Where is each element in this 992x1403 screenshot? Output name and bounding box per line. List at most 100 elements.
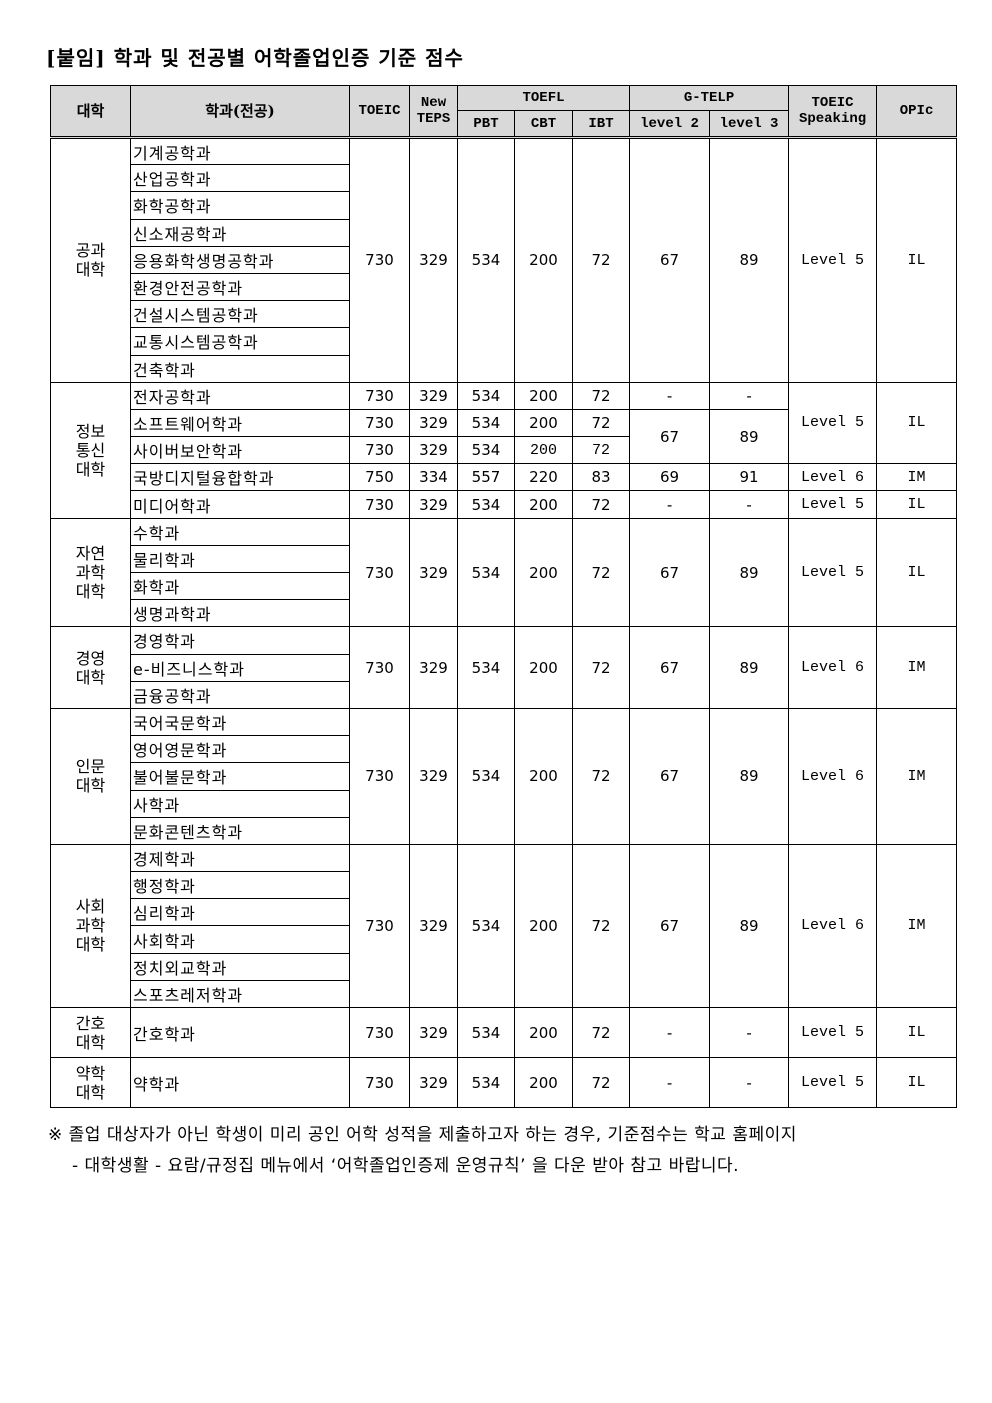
dept-cell: 국방디지털융합학과	[130, 463, 350, 492]
new-teps-score-cell: 329	[409, 626, 458, 709]
dept-cell: 응용화학생명공학과	[130, 245, 350, 274]
dept-cell: 경제학과	[130, 843, 350, 873]
dept-cell: 생명과학과	[130, 599, 350, 628]
dept-cell: 영어영문학과	[130, 735, 350, 764]
toefl-cbt-score-cell: 200	[514, 490, 573, 519]
toefl-ibt-score-cell: 83	[571, 463, 631, 492]
opic-score-cell: IM	[876, 463, 958, 492]
header-gtelp: G-TELP	[629, 85, 790, 111]
gtelp-level2-score-cell: 67	[629, 843, 711, 1009]
new-teps-score-cell: 329	[409, 490, 458, 519]
gtelp-level2-score-cell: 69	[629, 463, 711, 492]
toefl-cbt-score-cell: 200	[514, 843, 573, 1009]
dept-cell: 사이버보안학과	[130, 436, 350, 465]
gtelp-level3-score-cell: 89	[709, 707, 790, 845]
opic-score-cell: IL	[876, 381, 958, 465]
toefl-ibt-score-cell: 72	[571, 1057, 631, 1108]
gtelp-level3-score-cell: -	[709, 1007, 790, 1058]
table-row: 국방디지털융합학과 750 334 557 220 83 69 91 Level 6 IM	[51, 463, 958, 492]
toefl-ibt-score-cell: 72	[571, 490, 631, 519]
dept-cell: 정치외교학과	[130, 952, 350, 981]
score-table: 대학 학과(전공) TOEIC New TEPS TOEFL G-TELP TO…	[50, 85, 958, 1108]
dept-cell: 스포츠레저학과	[130, 979, 350, 1009]
toefl-ibt-score-cell: 72	[571, 517, 631, 628]
header-level2: level 2	[629, 110, 711, 139]
opic-score-cell: IM	[876, 626, 958, 709]
gtelp-level2-score-cell: 67	[629, 137, 711, 383]
dept-cell: 소프트웨어학과	[130, 408, 350, 438]
table-row: 심리학과	[51, 898, 957, 927]
toeic-speaking-score-cell: Level 6	[788, 707, 878, 845]
gtelp-level3-score-cell: -	[709, 381, 790, 410]
opic-score-cell: IL	[876, 517, 958, 628]
dept-cell: 신소재공학과	[130, 218, 350, 247]
gtelp-level3-score-cell: 89	[709, 843, 790, 1009]
toefl-pbt-score-cell: 534	[457, 490, 515, 519]
table-row: 미디어학과 730 329 534 200 72- - Level 5 IL	[51, 490, 958, 519]
gtelp-level2-score-cell: 67	[629, 408, 711, 465]
gtelp-level2-score-cell: -	[629, 1007, 711, 1058]
dept-cell: 국어국문학과	[130, 707, 350, 737]
toeic-speaking-score-cell: Level 5	[788, 1007, 878, 1058]
gtelp-level3-score-cell: 89	[709, 408, 790, 465]
toefl-ibt-score-cell: 72	[571, 408, 631, 438]
table-row: 정보 통신 대학 전자공학과 730 329 534 200 72- - Level 5 IL	[50, 381, 958, 519]
toefl-pbt-score-cell: 534	[457, 1057, 515, 1108]
new-teps-score-cell: 329	[409, 137, 458, 383]
toefl-pbt-score-cell: 534	[457, 436, 515, 465]
dept-cell: 물리학과	[130, 544, 350, 574]
dept-cell: 교통시스템공학과	[130, 327, 350, 356]
dept-cell: 불어불문학과	[130, 762, 350, 791]
header-opic: OPIc	[876, 85, 958, 139]
dept-cell: 화학과	[130, 571, 350, 601]
dept-cell: 금융공학과	[130, 680, 350, 709]
table-row: 인문 대학 국어국문학과 730 329 534 200 72 67 89 Level 6 IM	[50, 707, 958, 845]
toefl-ibt-score-cell: 72	[571, 1007, 631, 1058]
toeic-score-cell: 750	[349, 463, 410, 492]
dept-cell: 전자공학과	[130, 381, 350, 410]
opic-score-cell: IL	[876, 1057, 958, 1108]
table-row: 금융공학과	[51, 680, 957, 709]
gtelp-level3-score-cell: 89	[709, 626, 790, 709]
toeic-speaking-score-cell: Level 5	[788, 517, 878, 628]
toefl-cbt-score-cell: 200	[514, 436, 573, 465]
header-ibt: IBT	[571, 110, 631, 139]
college-cell: 인문 대학	[50, 707, 131, 845]
dept-cell: 환경안전공학과	[130, 272, 350, 302]
table-row: 스포츠레저학과	[51, 979, 957, 1009]
toeic-score-cell: 730	[349, 137, 410, 383]
table-row: 교통시스템공학과	[51, 327, 957, 356]
gtelp-level3-score-cell: 91	[709, 463, 790, 492]
gtelp-level2-score-cell: 67	[629, 626, 711, 709]
footnote-line-2: - 대학생활 - 요람/규정집 메뉴에서 ‘어학졸업인증제 운영규칙’ 을 다운…	[72, 1156, 740, 1176]
table-row: 산업공학과	[51, 164, 957, 193]
gtelp-level2-score-cell: -	[629, 381, 711, 410]
table-row: 행정학과	[51, 871, 957, 900]
new-teps-score-cell: 329	[409, 1057, 458, 1108]
dept-cell: 행정학과	[130, 871, 350, 900]
page-title: [붙임] 학과 및 전공별 어학졸업인증 기준 점수	[46, 46, 464, 70]
dept-cell: 사회학과	[130, 925, 350, 954]
table-row: 간호 대학 간호학과 730 329 534 200 72- - Level 5 IL	[50, 1007, 958, 1058]
gtelp-level3-score-cell: -	[709, 1057, 790, 1108]
toeic-score-cell: 730	[349, 436, 410, 465]
table-row: 공과 대학 기계공학과 730 329 534 200 72 67 89 Level 5 IL	[50, 136, 958, 383]
table-row: 생명과학과	[51, 599, 957, 628]
table-row: 환경안전공학과	[51, 272, 957, 302]
toefl-pbt-score-cell: 534	[457, 707, 515, 845]
new-teps-score-cell: 329	[409, 843, 458, 1009]
college-cell: 정보 통신 대학	[50, 381, 131, 519]
header-cbt: CBT	[514, 110, 573, 139]
opic-score-cell: IL	[876, 137, 958, 383]
header-level3: level 3	[709, 110, 790, 139]
table-row: 약학 대학 약학과 730 329 534 200 72- - Level 5 IL	[50, 1057, 958, 1108]
dept-cell: 경영학과	[130, 626, 350, 655]
toeic-score-cell: 730	[349, 843, 410, 1009]
college-cell: 자연 과학 대학	[50, 517, 131, 628]
college-cell: 약학 대학	[50, 1057, 131, 1108]
college-cell: 사회 과학 대학	[50, 843, 131, 1009]
toefl-cbt-score-cell: 200	[514, 137, 573, 383]
opic-score-cell: IL	[876, 490, 958, 519]
table-row: 자연 과학 대학 수학과 730 329 534 200 72 67 89 Level 5 IL	[50, 517, 958, 628]
header-toeic: TOEIC	[349, 85, 410, 139]
